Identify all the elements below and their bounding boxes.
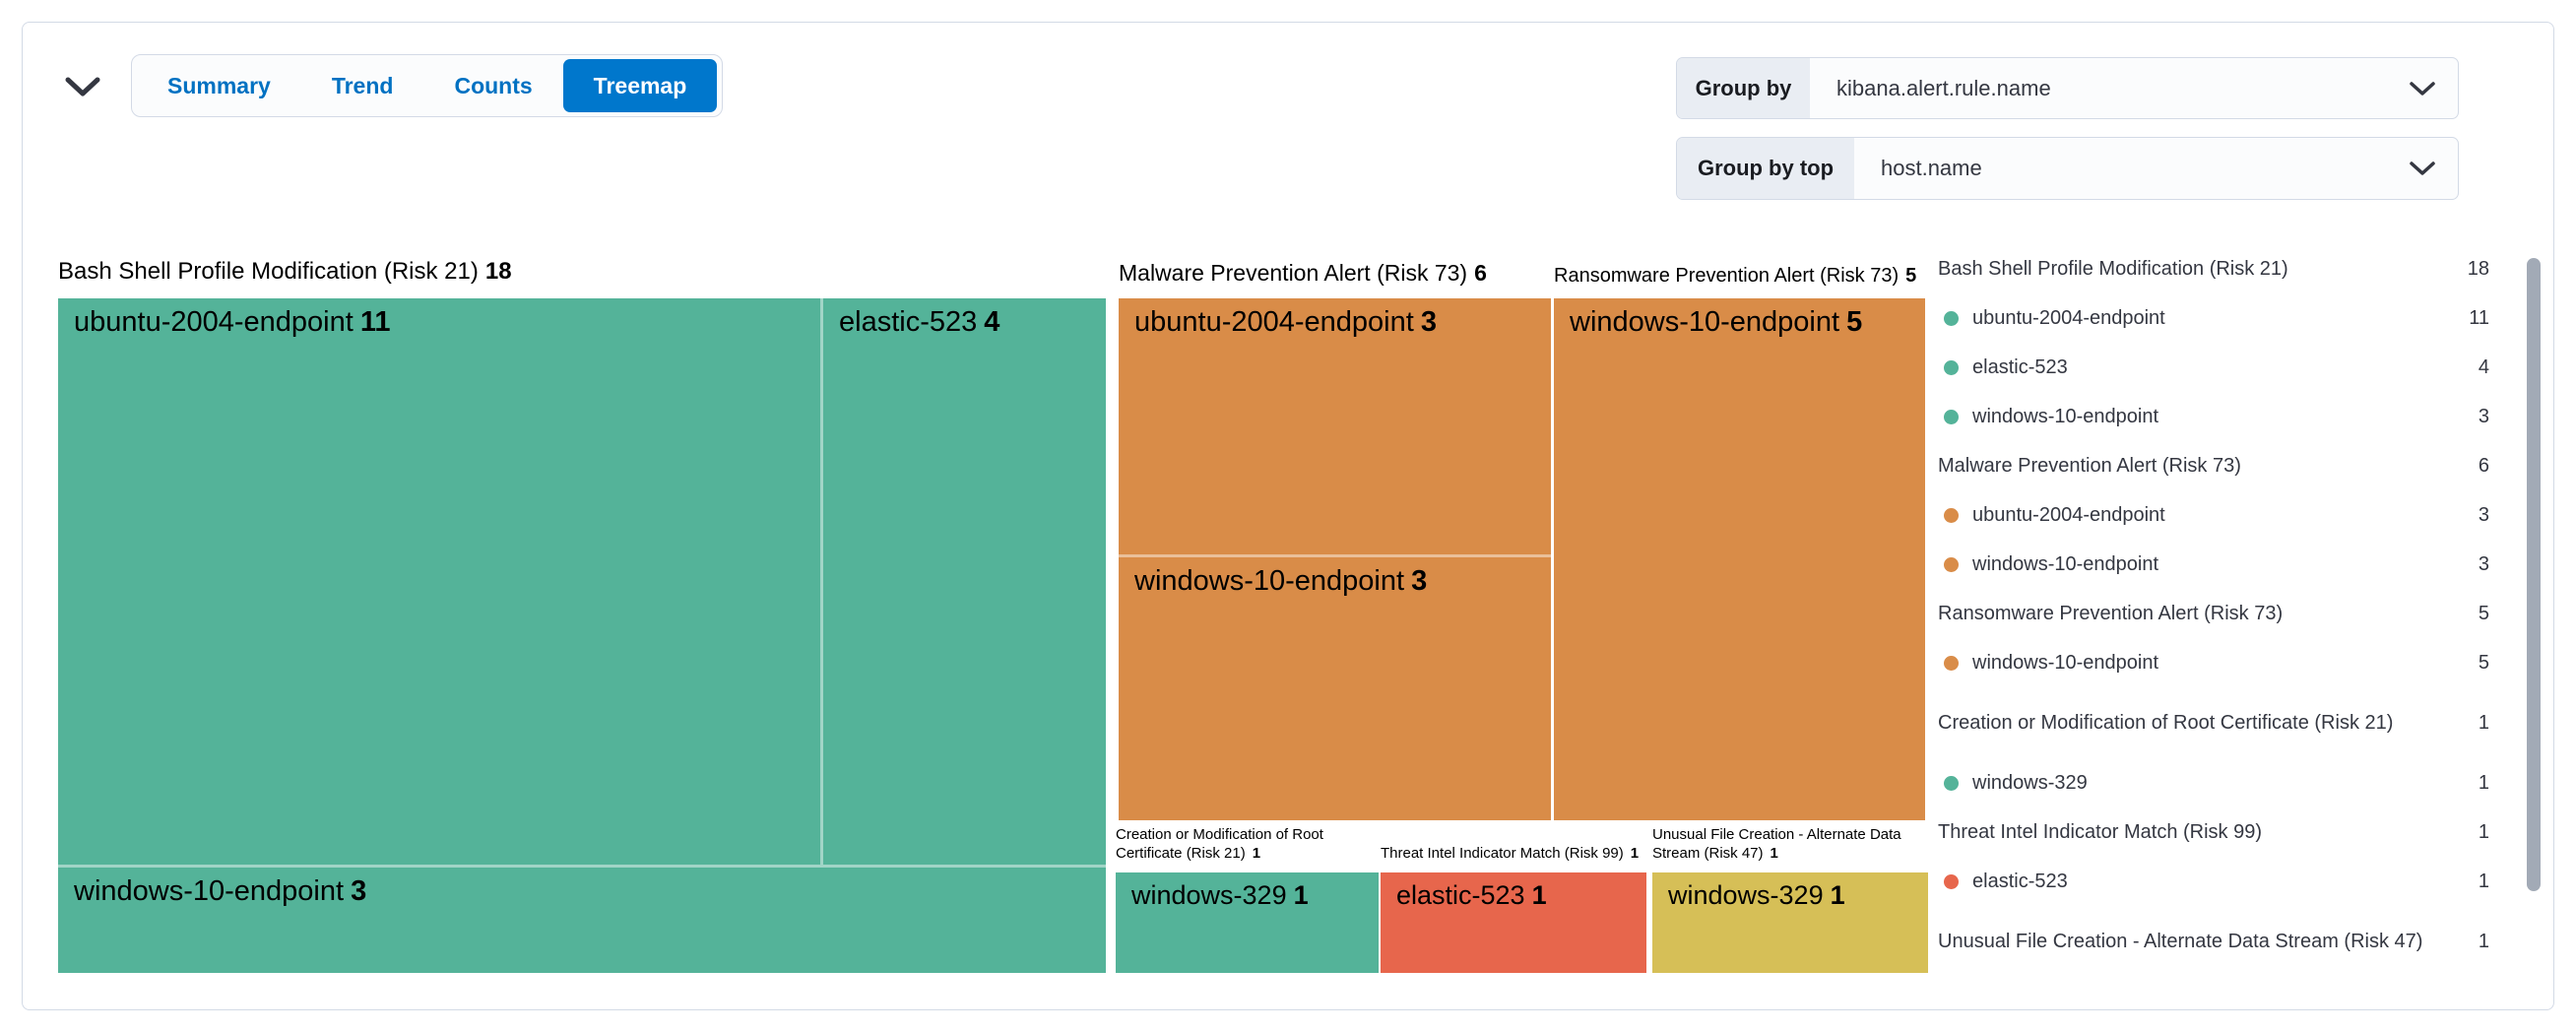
treemap-cell-bash-windows10[interactable]: windows-10-endpoint 3 [58,865,1106,973]
legend-dot-icon [1944,556,1959,572]
treemap-cell-malware-ubuntu[interactable]: ubuntu-2004-endpoint 3 [1119,298,1551,554]
legend-host-row[interactable]: elastic-523 1 [1938,857,2489,906]
group-by-top-prepend-label: Group by top [1677,138,1854,199]
collapse-section-button[interactable] [57,61,108,112]
treemap-cell-threatintel-elastic[interactable]: elastic-523 1 [1381,872,1646,973]
chevron-down-icon [2409,138,2458,199]
legend-dot-icon [1944,655,1959,671]
group-by-value: kibana.alert.rule.name [1836,75,2051,100]
legend-scrollbar-thumb[interactable] [2527,258,2541,891]
treemap-group-header: Unusual File Creation - Alternate Data S… [1652,826,1901,862]
chevron-down-icon [2409,58,2458,118]
group-by-select[interactable]: Group by kibana.alert.rule.name [1676,57,2459,119]
legend-host-row[interactable]: windows-10-endpoint 3 [1938,392,2489,441]
legend-host-row[interactable]: windows-10-endpoint 3 [1938,540,2489,589]
treemap-group-header: Bash Shell Profile Modification (Risk 21… [58,258,512,285]
tab-trend[interactable]: Trend [331,73,394,98]
legend-group-row[interactable]: Bash Shell Profile Modification (Risk 21… [1938,257,2489,280]
legend-dot-icon [1944,359,1959,375]
group-by-top-value: host.name [1881,156,1982,180]
legend-group-row[interactable]: Unusual File Creation - Alternate Data S… [1938,930,2489,952]
legend-host-row[interactable]: elastic-523 4 [1938,343,2489,392]
treemap-cell-rootcert-windows329[interactable]: windows-329 1 [1116,872,1379,973]
treemap-cell-ransomware-windows10[interactable]: windows-10-endpoint 5 [1554,298,1925,820]
legend-host-row[interactable]: ubuntu-2004-endpoint 3 [1938,490,2489,540]
treemap-cell-bash-ubuntu[interactable]: ubuntu-2004-endpoint 11 [58,298,820,865]
treemap-group-header: Creation or Modification of Root Certifi… [1116,826,1323,862]
treemap-group-header: Ransomware Prevention Alert (Risk 73) 5 [1554,265,1917,287]
legend-group-row[interactable]: Malware Prevention Alert (Risk 73) 6 [1938,454,2489,477]
treemap-group-header: Threat Intel Indicator Match (Risk 99) 1 [1381,845,1640,862]
legend-host-row[interactable]: windows-329 1 [1938,758,2489,807]
group-by-prepend-label: Group by [1677,58,1810,118]
treemap-cell-unusualfile-windows329[interactable]: windows-329 1 [1652,872,1928,973]
tab-summary[interactable]: Summary [167,73,271,98]
treemap-cell-bash-elastic[interactable]: elastic-523 4 [820,298,1106,865]
legend-group-row[interactable]: Ransomware Prevention Alert (Risk 73) 5 [1938,602,2489,624]
legend-dot-icon [1944,873,1959,889]
treemap-cell-malware-windows10[interactable]: windows-10-endpoint 3 [1119,554,1551,820]
treemap-legend: Bash Shell Profile Modification (Risk 21… [1938,244,2489,977]
legend-dot-icon [1944,775,1959,791]
legend-host-row[interactable]: ubuntu-2004-endpoint 11 [1938,293,2489,343]
view-selector-button-group: Summary Trend Counts Treemap [131,54,724,117]
legend-group-row[interactable]: Creation or Modification of Root Certifi… [1938,711,2489,734]
legend-group-row[interactable]: Threat Intel Indicator Match (Risk 99) 1 [1938,820,2489,843]
legend-dot-icon [1944,507,1959,523]
tab-treemap[interactable]: Treemap [562,59,718,112]
legend-dot-icon [1944,409,1959,424]
legend-host-row[interactable]: windows-10-endpoint 5 [1938,638,2489,687]
group-by-top-select[interactable]: Group by top host.name [1676,137,2459,200]
legend-dot-icon [1944,310,1959,326]
tab-counts[interactable]: Counts [454,73,533,98]
treemap-group-header: Malware Prevention Alert (Risk 73) 6 [1119,260,1487,286]
chevron-down-icon [64,75,101,98]
